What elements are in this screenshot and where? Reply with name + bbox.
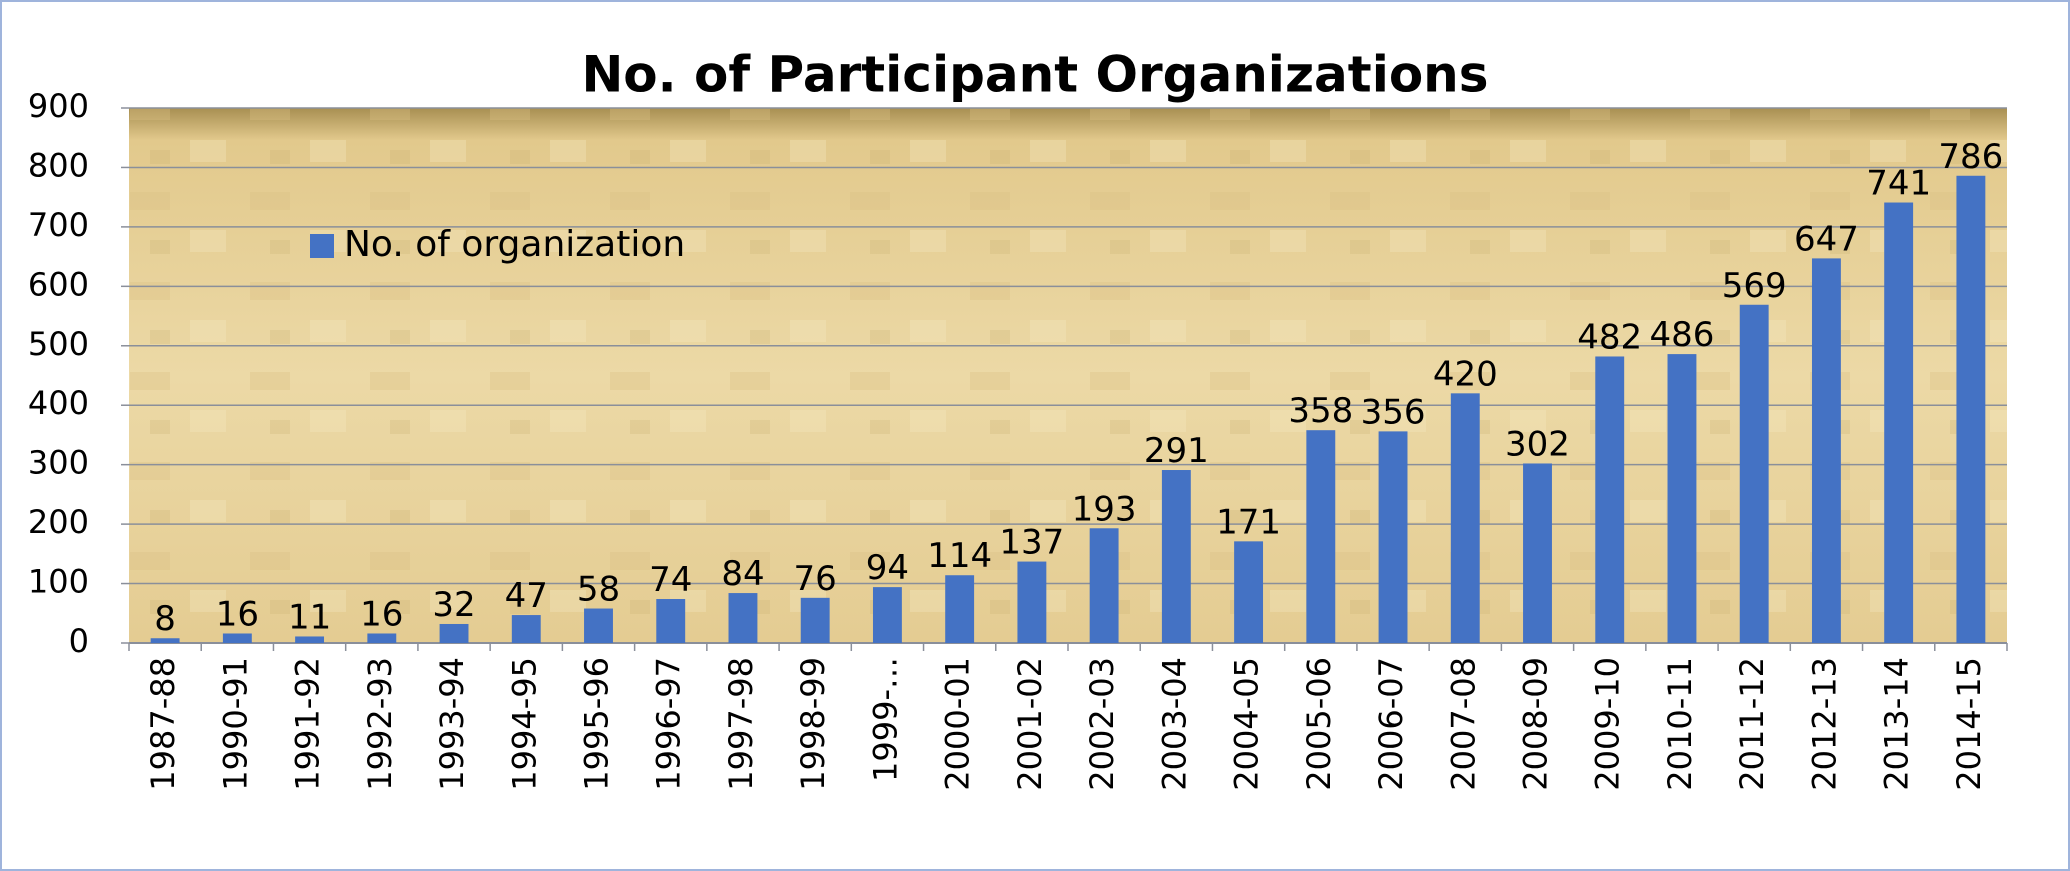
y-tick-label: 800: [28, 146, 89, 184]
x-tick-label: 2005-06: [1300, 657, 1338, 791]
x-tick-label: 1993-94: [433, 657, 471, 791]
data-label: 420: [1433, 354, 1498, 394]
bar: [1739, 304, 1769, 643]
legend-swatch: [310, 234, 334, 258]
data-label: 84: [721, 554, 764, 594]
y-tick-label: 500: [28, 325, 89, 363]
data-label: 16: [216, 594, 259, 634]
y-tick-label: 0: [69, 622, 89, 660]
y-tick-label: 100: [28, 563, 89, 601]
bar: [1450, 393, 1480, 643]
data-label: 58: [577, 570, 620, 610]
plot-background: [129, 108, 2007, 643]
data-label: 741: [1866, 164, 1931, 204]
bar: [1161, 470, 1191, 643]
data-label: 358: [1288, 391, 1353, 431]
x-tick-label: 2003-04: [1155, 657, 1193, 791]
data-label: 16: [360, 594, 403, 634]
bar: [1523, 463, 1552, 643]
x-tick-label: 2001-02: [1011, 657, 1049, 791]
x-tick-label: 1991-92: [289, 657, 327, 791]
bar: [1378, 431, 1408, 643]
data-label: 193: [1072, 489, 1137, 529]
data-label: 356: [1361, 392, 1426, 432]
data-label: 482: [1577, 317, 1642, 357]
y-tick-label: 700: [28, 206, 89, 244]
data-label: 8: [154, 599, 176, 639]
bar: [584, 608, 613, 643]
data-label: 94: [866, 548, 909, 588]
data-label: 647: [1794, 219, 1859, 259]
data-label: 171: [1216, 502, 1281, 542]
data-label: 137: [999, 523, 1064, 563]
bar: [1089, 528, 1119, 643]
bar: [1811, 258, 1841, 643]
x-tick-label: 2012-13: [1805, 657, 1843, 791]
data-label: 32: [432, 585, 475, 625]
x-tick-label: 2002-03: [1083, 657, 1121, 791]
bar: [945, 575, 975, 643]
x-tick-label: 1996-97: [650, 657, 688, 791]
bar: [800, 597, 830, 643]
bar: [1017, 561, 1047, 643]
data-label: 291: [1144, 431, 1209, 471]
y-tick-label: 400: [28, 384, 89, 422]
x-tick-label: 1987-88: [144, 657, 182, 791]
x-tick-label: 2010-11: [1661, 657, 1699, 791]
x-tick-label: 1998-99: [794, 657, 832, 791]
data-label: 47: [505, 576, 548, 616]
bar: [728, 593, 758, 643]
x-tick-label: 1992-93: [361, 657, 399, 791]
legend-label: No. of organization: [344, 224, 685, 265]
bar: [439, 623, 469, 643]
bar: [1956, 175, 1986, 643]
x-tick-label: 1990-91: [216, 657, 254, 791]
y-tick-label: 200: [28, 503, 89, 541]
bar: [222, 633, 252, 643]
y-tick-label: 300: [28, 444, 89, 482]
bar: [656, 599, 686, 643]
x-tick-label: 2011-12: [1733, 657, 1771, 791]
data-label: 486: [1650, 315, 1715, 355]
data-label: 11: [288, 597, 331, 637]
y-tick-label: 900: [28, 87, 89, 125]
chart-title: No. of Participant Organizations: [581, 46, 1488, 104]
x-tick-label: 2008-09: [1517, 657, 1555, 791]
bar: [295, 636, 325, 643]
x-tick-label: 2013-14: [1878, 657, 1916, 791]
bar: [1234, 541, 1264, 643]
x-tick-label: 1995-96: [578, 657, 616, 791]
bar: [367, 633, 397, 643]
x-tick-label: 2000-01: [939, 657, 977, 791]
data-label: 114: [927, 536, 992, 576]
bar: [1667, 354, 1697, 643]
bar: [150, 638, 180, 643]
bar: [1306, 430, 1336, 643]
bar: [1884, 202, 1914, 643]
x-tick-label: 2007-08: [1444, 657, 1482, 791]
x-tick-label: 2014-15: [1950, 657, 1988, 791]
data-label: 76: [794, 559, 837, 599]
data-label: 74: [649, 560, 692, 600]
y-tick-label: 600: [28, 265, 89, 303]
data-label: 569: [1722, 266, 1787, 306]
x-tick-label: 1997-98: [722, 657, 760, 791]
x-tick-label: 2004-05: [1228, 657, 1266, 791]
data-label: 302: [1505, 424, 1570, 464]
bar: [1595, 356, 1625, 643]
x-tick-label: 2006-07: [1372, 657, 1410, 791]
x-tick-label: 2009-10: [1589, 657, 1627, 791]
bar: [872, 587, 902, 643]
bar: [511, 615, 541, 643]
data-label: 786: [1938, 137, 2003, 177]
x-tick-label: 1999-…: [866, 657, 904, 782]
x-tick-label: 1994-95: [505, 657, 543, 791]
